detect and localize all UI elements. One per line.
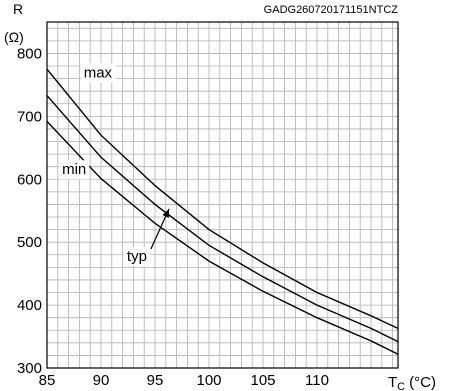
chart-code: GADG260720171151NTCZ xyxy=(264,4,399,16)
x-tick-label: 100 xyxy=(196,372,221,389)
plot-frame xyxy=(46,21,399,369)
series-line-typ xyxy=(46,95,399,343)
annotation-min: min xyxy=(62,161,86,178)
x-tick-label: 105 xyxy=(250,372,275,389)
series-line-min xyxy=(46,120,399,355)
x-axis-var: T xyxy=(388,374,397,391)
annotation-max: max xyxy=(84,64,113,81)
y-tick-label: 400 xyxy=(17,297,42,314)
y-tick-label: 500 xyxy=(17,234,42,251)
annotations: max min typ xyxy=(59,63,170,267)
x-tick-label: 85 xyxy=(39,372,56,389)
y-tick-label: 300 xyxy=(17,360,42,377)
x-tick-label: 90 xyxy=(93,372,110,389)
y-tick-label: 600 xyxy=(17,171,42,188)
typ-arrow-head xyxy=(162,208,170,218)
y-axis-unit: (Ω) xyxy=(4,29,24,45)
annotation-bg xyxy=(80,63,116,83)
x-axis-unit: (°C) xyxy=(409,374,436,391)
annotation-bg xyxy=(59,160,90,180)
annotation-bg xyxy=(123,247,150,267)
series-line-max xyxy=(46,68,399,330)
y-tick-label: 800 xyxy=(17,45,42,62)
x-tick-labels: 85 90 95 100 105 110 xyxy=(39,372,329,389)
annotation-typ: typ xyxy=(127,248,147,265)
x-axis-sub: C xyxy=(397,381,405,391)
series-group xyxy=(46,68,399,355)
y-tick-labels: 300 400 500 600 700 800 xyxy=(17,45,42,377)
x-tick-label: 95 xyxy=(147,372,164,389)
x-tick-label: 110 xyxy=(305,372,329,389)
x-axis-label: TC (°C) xyxy=(388,374,436,391)
y-tick-label: 700 xyxy=(17,108,42,125)
y-axis-label: R xyxy=(13,1,23,17)
